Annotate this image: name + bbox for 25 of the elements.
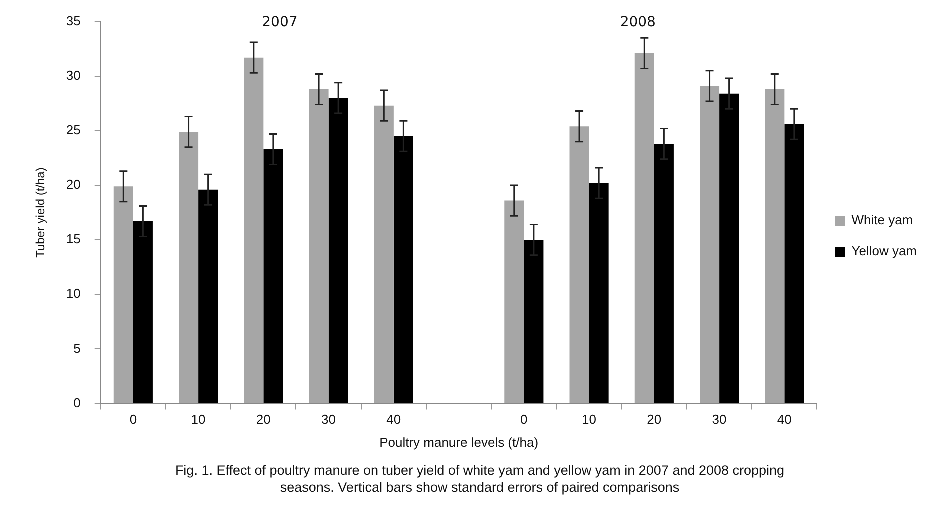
x-tick-label: 40	[777, 412, 792, 428]
legend-label: Yellow yam	[852, 244, 918, 259]
x-tick-label: 20	[647, 412, 662, 428]
x-tick-label: 10	[582, 412, 597, 428]
annotation: 2007	[262, 14, 298, 30]
y-tick-label: 10	[66, 286, 81, 302]
x-axis-title: Poultry manure levels (t/ha)	[380, 434, 539, 450]
y-tick-label: 35	[66, 13, 81, 28]
x-tick-label: 10	[191, 412, 206, 428]
y-tick-label: 15	[66, 232, 81, 247]
y-axis-title: Tuber yield (t/ha)	[34, 168, 48, 258]
y-tick-label: 30	[66, 68, 81, 83]
x-tick-label: 30	[322, 412, 336, 428]
x-tick-label: 0	[520, 412, 528, 428]
x-tick-label: 20	[256, 412, 271, 428]
x-tick-label: 40	[386, 412, 402, 428]
x-tick-label: 0	[130, 412, 138, 428]
legend-label: White yam	[852, 212, 914, 228]
y-tick-label: 5	[74, 340, 81, 356]
annotation: 2008	[620, 14, 656, 30]
caption: Fig. 1. Effect of poultry manure on tuber yield of white yam and yellow yam in 2007 and 2008 cropping seasons. Vertical bars show standard errors of paired comparisons	[174, 462, 786, 496]
y-tick-label: 0	[74, 395, 81, 410]
y-tick-label: 25	[66, 122, 81, 138]
x-tick-label: 30	[712, 412, 727, 428]
y-tick-label: 20	[66, 177, 81, 192]
